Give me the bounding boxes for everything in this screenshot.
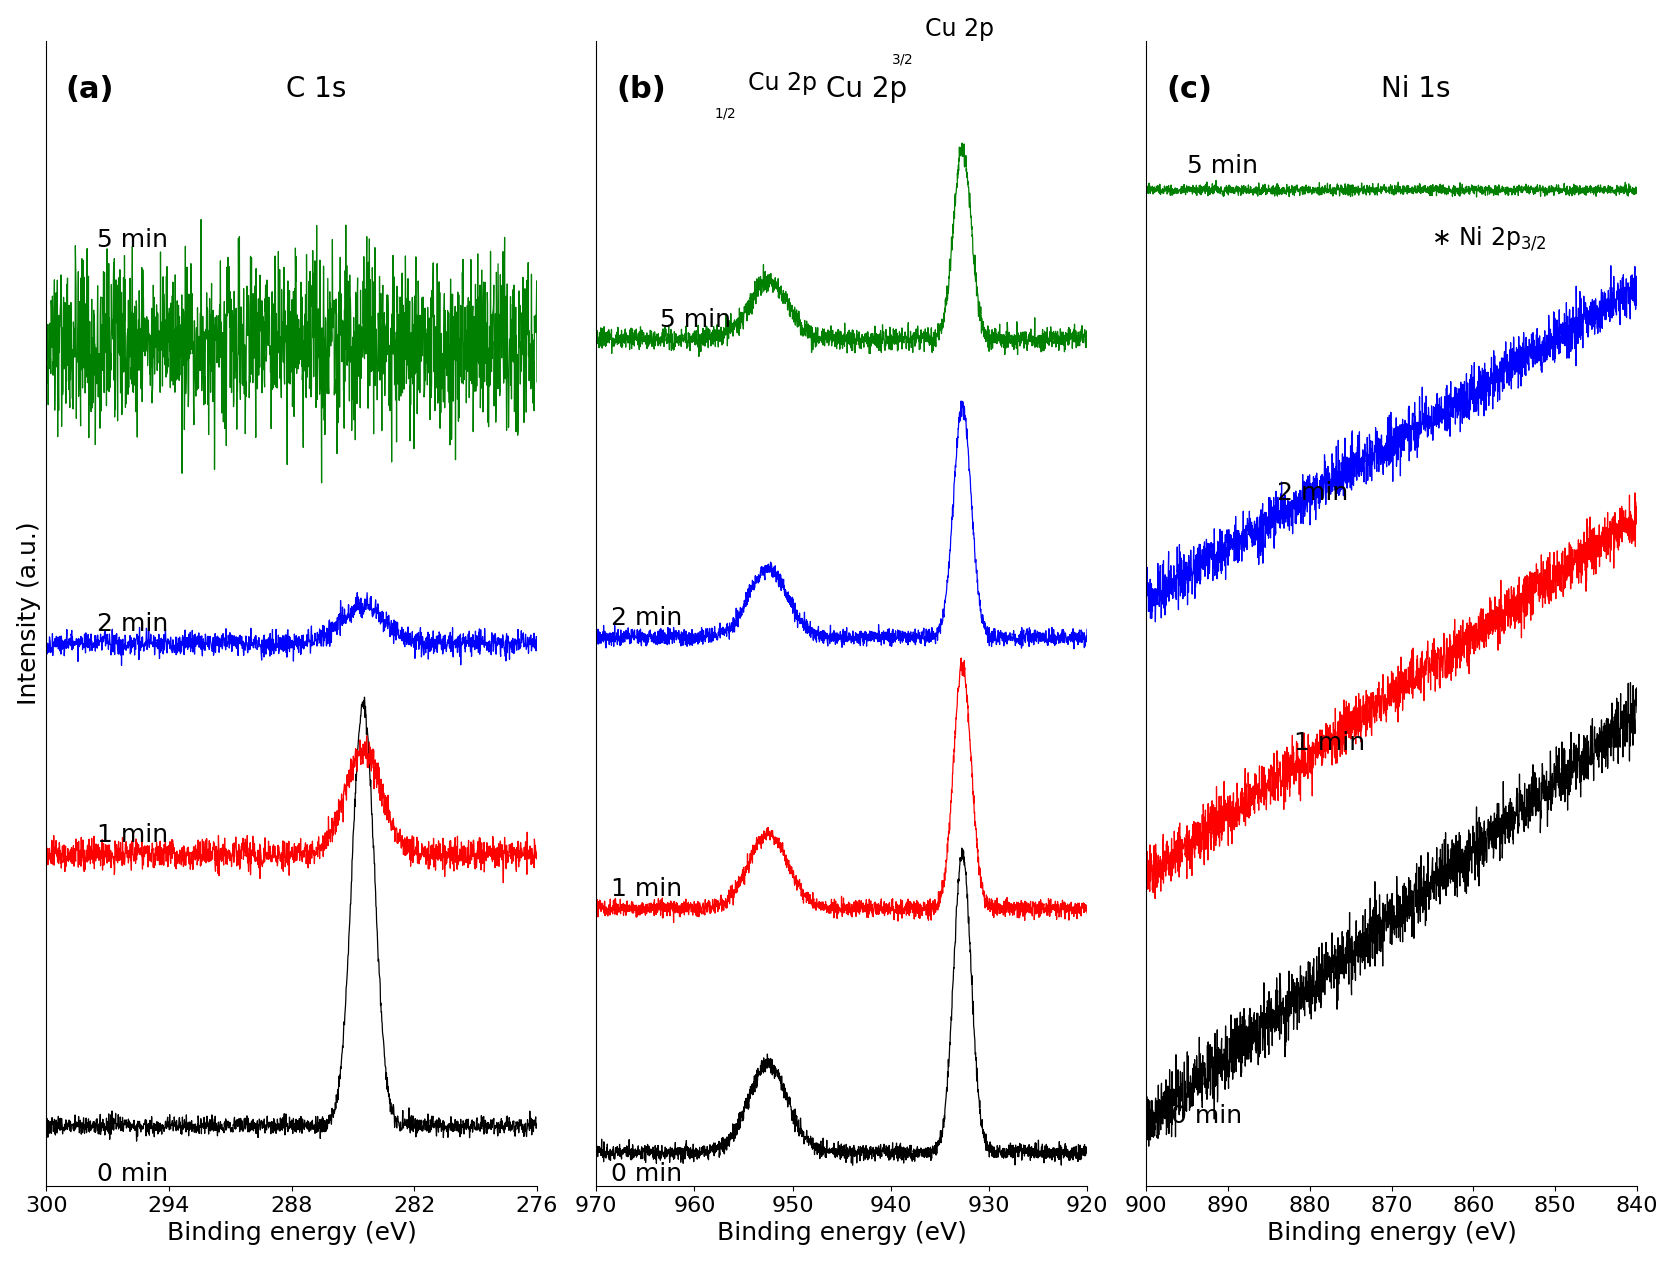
Text: 1 min: 1 min xyxy=(97,823,169,847)
Text: Cu 2p: Cu 2p xyxy=(925,16,993,40)
Text: 0 min: 0 min xyxy=(97,1162,169,1186)
Text: Ni 1s: Ni 1s xyxy=(1382,74,1451,103)
Text: 0 min: 0 min xyxy=(611,1162,682,1186)
Text: 1 min: 1 min xyxy=(1293,731,1365,755)
Text: 1 min: 1 min xyxy=(611,877,682,901)
Y-axis label: Intensity (a.u.): Intensity (a.u.) xyxy=(17,521,40,705)
Text: (b): (b) xyxy=(616,74,665,103)
Text: 0 min: 0 min xyxy=(1171,1104,1241,1128)
Text: $_{1/2}$: $_{1/2}$ xyxy=(714,103,737,122)
X-axis label: Binding energy (eV): Binding energy (eV) xyxy=(717,1222,966,1246)
Text: 2 min: 2 min xyxy=(97,612,169,636)
Text: Cu 2p: Cu 2p xyxy=(826,74,906,103)
Text: $_{3/2}$: $_{3/2}$ xyxy=(891,49,913,68)
Text: $\ast$ Ni 2p$_{3/2}$: $\ast$ Ni 2p$_{3/2}$ xyxy=(1432,225,1548,252)
X-axis label: Binding energy (eV): Binding energy (eV) xyxy=(1266,1222,1516,1246)
Text: 5 min: 5 min xyxy=(660,308,730,332)
Text: 5 min: 5 min xyxy=(97,227,169,251)
Text: C 1s: C 1s xyxy=(286,74,347,103)
X-axis label: Binding energy (eV): Binding energy (eV) xyxy=(168,1222,417,1246)
Text: Cu 2p: Cu 2p xyxy=(749,71,817,95)
Text: (c): (c) xyxy=(1166,74,1213,103)
Text: 5 min: 5 min xyxy=(1188,154,1258,178)
Text: 2 min: 2 min xyxy=(611,606,682,630)
Text: 2 min: 2 min xyxy=(1276,481,1348,505)
Text: (a): (a) xyxy=(65,74,114,103)
